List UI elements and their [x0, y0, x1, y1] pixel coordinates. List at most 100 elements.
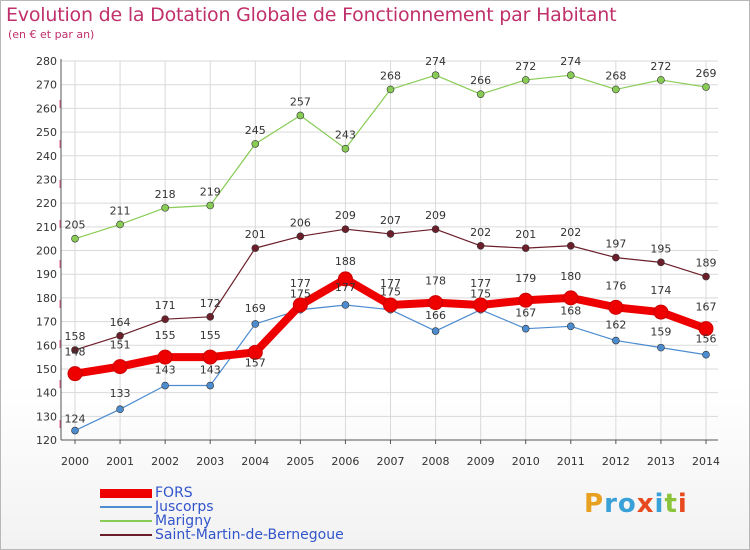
data-label-2: 245 [245, 124, 266, 137]
data-label-2: 218 [155, 188, 176, 201]
y-tick-label: 230 [36, 173, 57, 186]
x-tick-label: 2008 [422, 455, 450, 468]
data-label-3: 195 [650, 242, 671, 255]
data-label-2: 274 [425, 55, 446, 68]
x-tick-label: 2002 [151, 455, 179, 468]
data-label-0: 176 [605, 279, 626, 292]
y-tick-label: 180 [36, 292, 57, 305]
data-label-0: 157 [245, 356, 266, 369]
y-tick-label: 170 [36, 316, 57, 329]
data-point-0 [112, 359, 128, 375]
x-tick-label: 2006 [331, 455, 359, 468]
y-tick-label: 200 [36, 245, 57, 258]
data-point-3 [566, 241, 575, 250]
data-point-1 [566, 322, 575, 331]
legend-swatch-marigny [100, 520, 152, 522]
y-tick-label: 260 [36, 102, 57, 115]
y-tick-label: 250 [36, 126, 57, 139]
data-label-1: 175 [290, 288, 311, 301]
data-point-2 [116, 220, 124, 229]
data-label-2: 211 [110, 204, 131, 217]
proxiti-logo: Proxiti [584, 489, 688, 519]
data-label-1: 175 [470, 288, 491, 301]
data-point-1 [521, 324, 530, 333]
data-point-2 [476, 90, 485, 98]
data-point-1 [431, 327, 440, 335]
x-tick-label: 2012 [602, 455, 630, 468]
data-point-3 [657, 258, 665, 267]
data-label-0: 148 [65, 346, 86, 359]
data-label-3: 207 [380, 214, 401, 227]
data-point-3 [251, 244, 260, 252]
data-label-0: 174 [650, 284, 671, 297]
data-point-2 [431, 71, 440, 80]
data-label-1: 167 [515, 307, 536, 320]
data-label-3: 171 [155, 299, 176, 312]
x-tick-label: 2005 [286, 455, 314, 468]
data-point-3 [612, 253, 620, 262]
data-label-0: 188 [335, 255, 356, 268]
data-label-1: 124 [65, 413, 86, 426]
data-label-1: 168 [560, 304, 581, 317]
data-label-2: 205 [65, 219, 86, 232]
x-tick-label: 2009 [467, 455, 495, 468]
data-point-3 [71, 346, 79, 354]
data-label-1: 175 [380, 286, 401, 299]
grid-lines [61, 60, 718, 441]
data-label-1: 159 [650, 326, 671, 339]
data-point-3 [431, 225, 440, 233]
x-tick-label: 2014 [692, 455, 720, 468]
data-point-1 [206, 381, 215, 390]
data-label-2: 269 [696, 67, 717, 80]
data-point-0 [292, 297, 308, 313]
data-label-2: 243 [335, 129, 356, 142]
data-point-1 [251, 320, 260, 328]
data-label-3: 201 [245, 228, 266, 241]
data-label-3: 197 [605, 238, 626, 251]
data-point-3 [341, 225, 350, 233]
data-point-0 [383, 297, 398, 313]
data-label-1: 162 [605, 319, 626, 332]
data-label-2: 274 [560, 55, 581, 68]
data-point-0 [698, 321, 714, 337]
y-tick-label: 220 [36, 197, 57, 210]
data-label-2: 268 [380, 69, 401, 82]
data-point-3 [521, 244, 530, 252]
y-tick-label: 270 [36, 79, 57, 92]
data-label-3: 209 [335, 209, 356, 222]
data-label-3: 158 [65, 330, 86, 343]
chart-subtitle: (en € et par an) [8, 28, 95, 41]
data-point-0 [247, 344, 263, 360]
legend-swatch-juscorps [100, 506, 152, 508]
data-labels: 205 211 218 219 245 257 243 268 274 266 272 274 268 2… [65, 55, 717, 425]
data-point-0 [202, 349, 218, 365]
data-point-3 [702, 272, 710, 281]
y-tick-label: 140 [36, 387, 57, 400]
data-point-1 [341, 301, 350, 309]
data-point-3 [161, 315, 169, 323]
data-label-1: 143 [155, 364, 176, 377]
data-label-0: 177 [290, 277, 311, 290]
data-point-3 [206, 313, 215, 321]
y-tick-label: 130 [36, 410, 57, 423]
data-point-1 [657, 343, 665, 352]
data-label-0: 180 [560, 270, 581, 283]
data-point-0 [473, 297, 489, 313]
x-tick-label: 2011 [557, 455, 585, 468]
data-label-0: 151 [110, 339, 131, 352]
legend-label-saint-martin: Saint-Martin-de-Bernegoue [155, 527, 344, 543]
data-label-3: 189 [696, 257, 717, 270]
data-point-2 [251, 140, 260, 148]
y-tick-label: 190 [36, 268, 57, 281]
legend-label-juscorps: Juscorps [155, 499, 214, 515]
data-point-2 [702, 83, 710, 91]
data-label-2: 266 [470, 74, 491, 87]
data-point-0 [157, 349, 173, 365]
data-label-1: 169 [245, 302, 266, 315]
legend-label-fors: FORS [155, 485, 193, 501]
data-label-1: 143 [200, 364, 221, 377]
data-label-0: 167 [696, 301, 717, 314]
data-label-0: 177 [470, 277, 491, 290]
y-tick-label: 280 [36, 55, 57, 68]
